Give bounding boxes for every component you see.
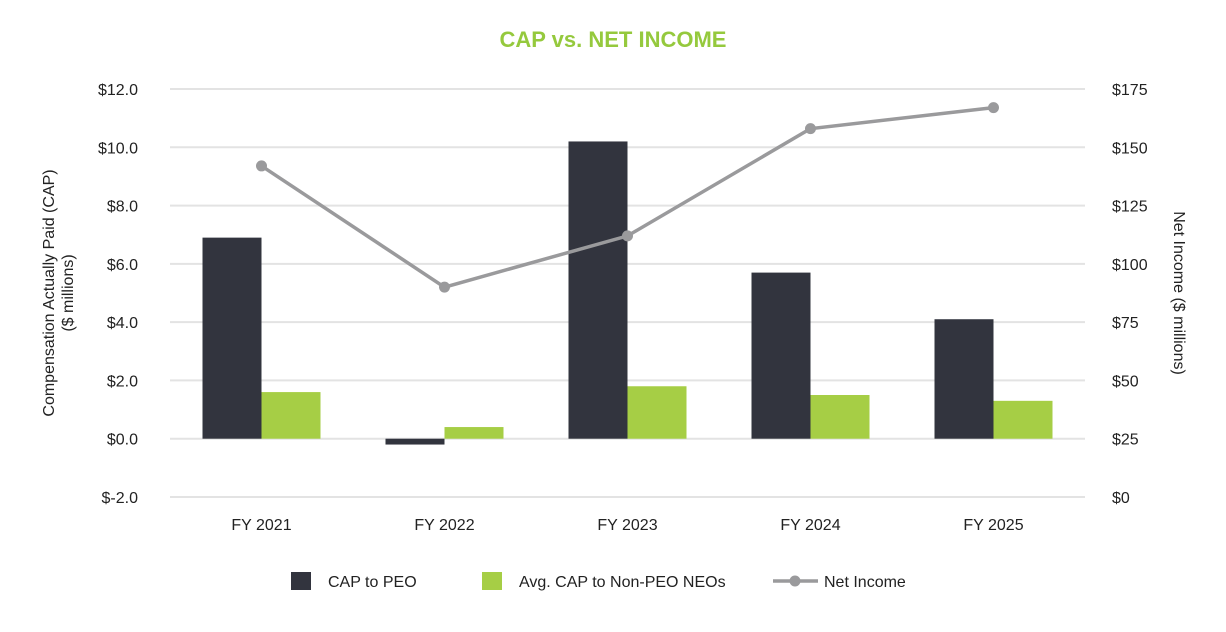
y-tick-label: $10.0 — [98, 140, 138, 157]
y2-tick-label: $175 — [1112, 82, 1148, 99]
x-tick-label: FY 2021 — [231, 517, 291, 534]
x-tick-label: FY 2024 — [780, 517, 840, 534]
y-tick-label: $4.0 — [107, 315, 138, 332]
legend-label-cap-peo: CAP to PEO — [328, 574, 417, 591]
y-tick-label: $0.0 — [107, 432, 138, 449]
net-income-point — [439, 281, 450, 293]
legend-marker-net-income — [789, 575, 801, 587]
net-income-point — [988, 102, 999, 114]
net-income-point — [622, 230, 633, 242]
bar-cap-peo — [202, 237, 262, 439]
y2-tick-label: $50 — [1112, 373, 1139, 390]
y-tick-label: $6.0 — [107, 257, 138, 274]
legend-swatch-cap-neo — [482, 572, 502, 590]
net-income-point — [256, 160, 267, 172]
x-tick-label: FY 2025 — [963, 517, 1023, 534]
y-tick-label: $2.0 — [107, 373, 138, 390]
y2-tick-label: $0 — [1112, 490, 1130, 507]
bar-cap-peo — [385, 438, 445, 445]
legend-label-net-income: Net Income — [824, 574, 906, 591]
bar-cap-neo — [627, 386, 687, 439]
y-tick-label: $12.0 — [98, 82, 138, 99]
y2-axis-label: Net Income ($ millions) — [1170, 211, 1187, 375]
bar-cap-peo — [568, 141, 628, 439]
bar-cap-neo — [993, 400, 1053, 439]
legend-label-cap-neo: Avg. CAP to Non-PEO NEOs — [519, 574, 726, 591]
y2-tick-label: $100 — [1112, 257, 1148, 274]
net-income-point — [805, 123, 816, 135]
legend-swatch-cap-peo — [291, 572, 311, 590]
bar-cap-peo — [751, 272, 811, 439]
y2-tick-label: $75 — [1112, 315, 1139, 332]
y2-tick-label: $125 — [1112, 199, 1148, 216]
bar-cap-neo — [810, 395, 870, 439]
y2-tick-label: $25 — [1112, 432, 1139, 449]
x-tick-label: FY 2023 — [597, 517, 657, 534]
y-axis-label-line2: ($ millions) — [60, 254, 77, 331]
y-tick-label: $-2.0 — [102, 490, 139, 507]
bar-cap-peo — [934, 319, 994, 439]
y-axis-label-line1: Compensation Actually Paid (CAP) — [41, 169, 58, 416]
y-tick-label: $8.0 — [107, 199, 138, 216]
x-tick-label: FY 2022 — [414, 517, 474, 534]
bar-cap-neo — [261, 392, 321, 439]
chart-title: CAP vs. NET INCOME — [500, 27, 727, 52]
bar-cap-neo — [444, 427, 504, 439]
y2-tick-label: $150 — [1112, 140, 1148, 157]
